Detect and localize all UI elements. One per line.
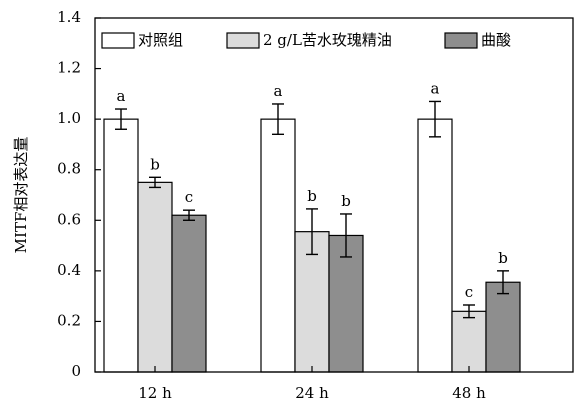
x-tick-label: 24 h [295, 384, 329, 402]
legend-swatch [226, 32, 260, 49]
x-axis-ticks: 12 h 24 h 48 h [138, 366, 486, 402]
significance-letter: c [185, 188, 193, 206]
bar [417, 118, 453, 373]
y-tick-label: 0.8 [57, 160, 81, 178]
legend-label: 曲酸 [481, 31, 511, 49]
significance-letter: b [498, 249, 508, 267]
legend-swatch [444, 32, 478, 49]
y-tick-label: 1.4 [57, 8, 81, 26]
y-tick-label: 1.0 [57, 109, 81, 127]
plot-frame [94, 17, 574, 373]
legend-label: 对照组 [138, 31, 183, 49]
legend-label: 2 g/L苦水玫瑰精油 [263, 31, 392, 49]
significance-letter: a [117, 87, 126, 105]
bars-layer [103, 118, 521, 373]
significance-letters-layer: a b c a b b a c b [117, 79, 508, 301]
bar [260, 118, 296, 373]
legend-swatch [101, 32, 135, 49]
y-axis-label: MITF相对表达量 [12, 137, 30, 254]
error-bars-layer [115, 100, 509, 319]
y-tick-label: 1.2 [57, 59, 81, 77]
significance-letter: a [431, 79, 440, 97]
x-tick-label: 48 h [452, 384, 486, 402]
significance-letter: b [150, 155, 160, 173]
y-tick-label: 0.6 [57, 210, 81, 228]
bar [103, 118, 139, 373]
y-tick-label: 0 [71, 362, 81, 380]
bar [485, 281, 521, 373]
bar [137, 181, 173, 373]
legend: 对照组 2 g/L苦水玫瑰精油 曲酸 [101, 31, 511, 49]
bar [171, 214, 207, 373]
significance-letter: c [465, 283, 473, 301]
significance-letter: b [307, 187, 317, 205]
x-tick-label: 12 h [138, 384, 172, 402]
bar [451, 310, 487, 373]
y-tick-label: 0.4 [57, 261, 81, 279]
y-axis-ticks: 0 0.2 0.4 0.6 0.8 1.0 1.2 1.4 [57, 8, 101, 380]
y-tick-label: 0.2 [57, 311, 81, 329]
significance-letter: b [341, 192, 351, 210]
significance-letter: a [274, 82, 283, 100]
